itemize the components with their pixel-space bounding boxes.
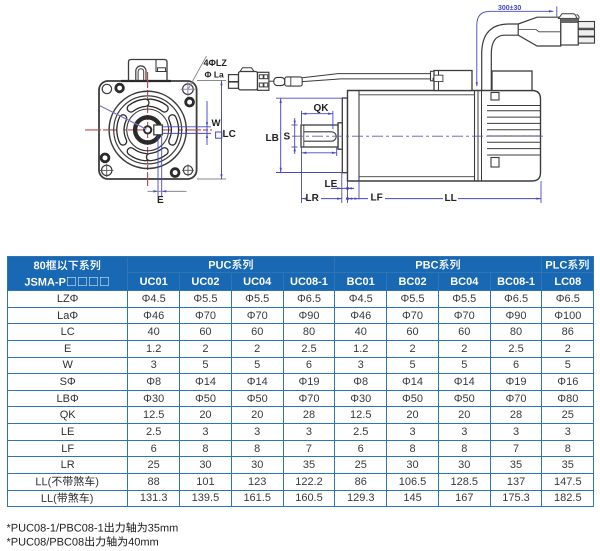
svg-text:LF: LF	[371, 193, 383, 204]
svg-text:LL: LL	[445, 193, 457, 204]
svg-text:W: W	[212, 118, 221, 129]
svg-text:QK: QK	[314, 103, 330, 114]
svg-text:LE: LE	[325, 179, 338, 190]
svg-text:LC: LC	[223, 129, 236, 140]
svg-text:300±30: 300±30	[498, 5, 521, 12]
svg-text:LR: LR	[306, 193, 320, 204]
svg-text:4ΦLZ: 4ΦLZ	[204, 58, 228, 68]
svg-text:Φ La: Φ La	[205, 70, 225, 80]
svg-text:LB: LB	[266, 133, 279, 144]
svg-text:S: S	[284, 132, 291, 143]
svg-text:E: E	[157, 195, 164, 206]
